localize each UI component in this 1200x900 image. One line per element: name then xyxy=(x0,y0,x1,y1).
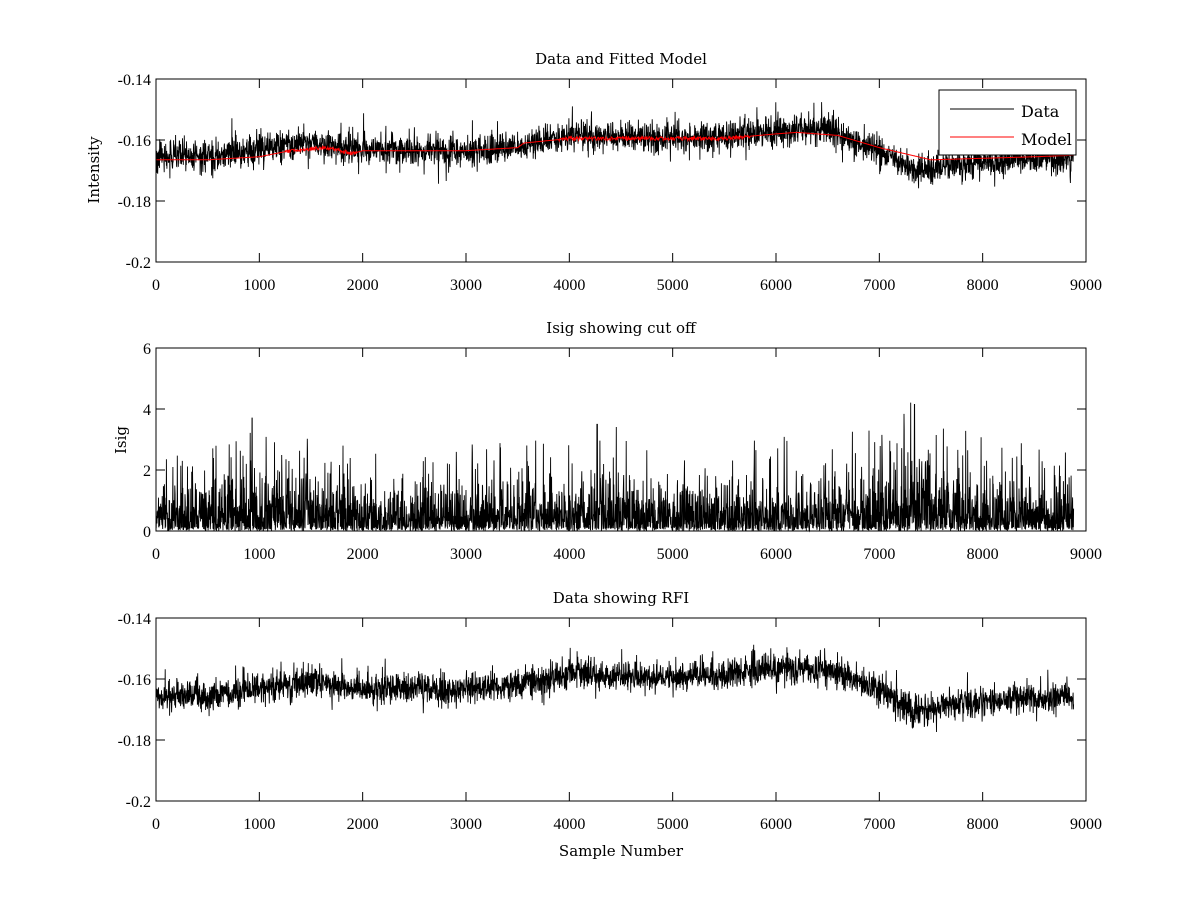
x-tick-label: 3000 xyxy=(450,277,482,294)
x-tick-label: 0 xyxy=(152,816,160,833)
x-tick-label: 1000 xyxy=(243,816,275,833)
x-tick-label: 5000 xyxy=(657,816,689,833)
subplot-2-axes-box xyxy=(155,347,1087,532)
subplot-1-axes-box xyxy=(155,78,1087,263)
y-tick-label: -0.2 xyxy=(126,794,151,811)
subplot-isig-showing-cut-off: Isig showing cut off 0 1000 2000 3000 4000 50… xyxy=(112,319,1102,563)
y-tick-label: -0.14 xyxy=(118,611,151,628)
y-tick-label: 2 xyxy=(143,463,151,480)
series-line-data xyxy=(155,102,1075,189)
x-tick-label: 2000 xyxy=(347,277,379,294)
x-tick-label: 7000 xyxy=(863,546,895,563)
x-tick-label: 1000 xyxy=(243,277,275,294)
x-tick-label: 3000 xyxy=(450,816,482,833)
y-tick-label: 0 xyxy=(143,524,151,541)
x-tick-label: 0 xyxy=(152,546,160,563)
x-tick-label: 5000 xyxy=(657,546,689,563)
x-tick-label: 2000 xyxy=(347,816,379,833)
subplot-data-and-fitted-model: Data and Fitted Model 0 1000 2000 3000 4000 5… xyxy=(85,50,1102,294)
x-tick-label: 5000 xyxy=(657,277,689,294)
x-tick-label: 8000 xyxy=(967,546,999,563)
x-tick-label: 0 xyxy=(152,277,160,294)
subplot-3-axes-box xyxy=(155,617,1087,802)
x-tick-label: 4000 xyxy=(553,816,585,833)
x-tick-label: 9000 xyxy=(1070,277,1102,294)
y-tick-label: -0.18 xyxy=(118,733,151,750)
series-line-isig xyxy=(155,402,1075,533)
x-tick-label: 9000 xyxy=(1070,816,1102,833)
legend-label-data: Data xyxy=(1021,102,1060,121)
subplot-3-xlabel: Sample Number xyxy=(559,842,684,860)
x-tick-label: 6000 xyxy=(760,816,792,833)
x-tick-label: 1000 xyxy=(243,546,275,563)
series-line-model xyxy=(156,131,1074,161)
subplot-data-showing-rfi: Data showing RFI 0 1000 2000 3000 4000 5000 60… xyxy=(118,589,1102,860)
series-line-data xyxy=(155,644,1075,733)
subplot-2-ylabel: Isig xyxy=(112,426,130,454)
legend: Data Model xyxy=(938,89,1077,156)
x-tick-label: 4000 xyxy=(553,546,585,563)
subplot-2-title: Isig showing cut off xyxy=(546,319,697,337)
x-tick-label: 2000 xyxy=(347,546,379,563)
x-tick-label: 6000 xyxy=(760,546,792,563)
y-tick-label: -0.14 xyxy=(118,72,151,89)
x-tick-label: 3000 xyxy=(450,546,482,563)
y-tick-label: -0.16 xyxy=(118,672,151,689)
subplot-1-title: Data and Fitted Model xyxy=(535,50,707,68)
legend-box xyxy=(938,89,1077,156)
y-tick-label: -0.2 xyxy=(126,255,151,272)
x-tick-label: 9000 xyxy=(1070,546,1102,563)
subplot-1-ylabel: Intensity xyxy=(85,136,103,204)
x-tick-label: 6000 xyxy=(760,277,792,294)
x-tick-label: 7000 xyxy=(863,816,895,833)
subplot-3-title: Data showing RFI xyxy=(553,589,689,607)
y-tick-label: -0.16 xyxy=(118,133,151,150)
y-tick-label: 4 xyxy=(143,402,151,419)
x-tick-label: 8000 xyxy=(967,277,999,294)
x-tick-label: 7000 xyxy=(863,277,895,294)
x-tick-label: 4000 xyxy=(553,277,585,294)
y-tick-label: -0.18 xyxy=(118,194,151,211)
legend-label-model: Model xyxy=(1021,130,1072,149)
x-tick-label: 8000 xyxy=(967,816,999,833)
y-tick-label: 6 xyxy=(143,341,151,358)
